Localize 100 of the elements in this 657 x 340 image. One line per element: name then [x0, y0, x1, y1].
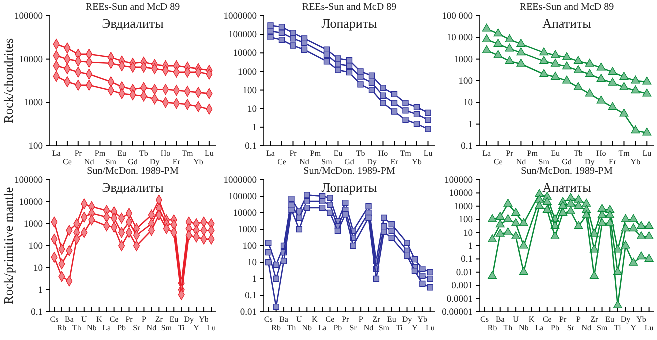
y-tick-label: 100 — [458, 77, 474, 88]
x-tick-label: Eu — [551, 148, 560, 158]
x-tick-label: Cs — [480, 314, 489, 324]
x-tick-label: Nd — [582, 324, 592, 333]
x-tick-label: U — [513, 314, 520, 324]
x-tick-label: Sm — [322, 158, 334, 167]
x-tick-label: Gd — [562, 158, 572, 167]
x-tick-label: Dy — [367, 158, 377, 167]
y-tick-label: 0.01 — [240, 308, 258, 318]
x-tick-label: Th — [72, 324, 82, 333]
x-tick-label: U — [296, 314, 303, 324]
x-tick-label: Sr — [350, 324, 358, 333]
x-tick-label: Y — [194, 324, 200, 333]
x-tick-label: Yb — [636, 314, 646, 324]
chart-title: REEs-Sun and McD 89 — [302, 2, 397, 13]
x-tick-label: Tm — [400, 148, 412, 158]
y-tick-label: 100 — [458, 216, 474, 226]
y-tick-label: 0.1 — [461, 255, 474, 266]
y-tick-label: 100 — [28, 242, 44, 252]
y-tick-label: 100000 — [14, 176, 44, 186]
x-tick-label: Ce — [542, 314, 552, 324]
x-tick-label: Sm — [596, 324, 608, 333]
x-tick-label: Ho — [160, 148, 171, 158]
x-tick-label: Pm — [527, 148, 539, 158]
x-tick-label: Pb — [551, 324, 560, 333]
x-tick-label: Nb — [302, 324, 312, 333]
y-tick-label: 10 — [464, 98, 474, 109]
x-tick-label: Tb — [356, 148, 366, 158]
y-tick-label: 10 — [34, 264, 44, 274]
y-tick-label: 0.1 — [31, 308, 44, 318]
y-tick-label: 10 — [248, 104, 258, 115]
y-tick-label: 0.1 — [461, 142, 474, 152]
x-tick-label: Lu — [644, 324, 654, 333]
x-tick-label: Ti — [396, 324, 404, 333]
x-tick-label: Nb — [519, 324, 529, 333]
x-tick-label: Yb — [418, 314, 428, 324]
y-tick-label: 1 — [252, 123, 258, 134]
chart-subtitle: Лопариты — [322, 180, 378, 195]
x-tick-label: Y — [630, 324, 637, 333]
x-tick-label: Ti — [178, 324, 186, 333]
y-tick-label: 1000 — [454, 55, 474, 66]
x-tick-label: Gd — [128, 158, 138, 167]
y-axis-title: Rock/chondrites — [1, 38, 16, 124]
x-tick-label: Dy — [620, 314, 631, 324]
x-tick-label: Ho — [596, 148, 606, 158]
x-tick-label: Pr — [290, 148, 298, 158]
x-tick-label: Nb — [86, 324, 97, 333]
x-tick-label: Eu — [606, 314, 615, 324]
x-tick-label: U — [82, 314, 88, 324]
x-tick-label: K — [528, 314, 535, 324]
x-tick-label: Sm — [161, 324, 173, 333]
y-tick-label: 1000 — [238, 226, 258, 236]
chart-subtitle: Апатиты — [542, 180, 592, 195]
x-tick-label: Eu — [170, 314, 179, 324]
y-tick-label: 100000 — [14, 12, 44, 22]
x-tick-label: Nd — [300, 158, 310, 167]
y-tick-label: 0.001 — [452, 282, 474, 292]
chart-title: REEs-Sun and McD 89 — [86, 2, 180, 13]
y-tick-label: 10 — [464, 228, 474, 239]
x-tick-label: Lu — [642, 148, 652, 158]
y-tick-label: 10000 — [233, 209, 258, 220]
y-tick-label: 1000 — [24, 98, 44, 109]
x-tick-label: Zr — [372, 314, 381, 324]
x-tick-label: P — [142, 314, 147, 324]
x-tick-label: K — [312, 314, 318, 324]
x-tick-label: Yb — [630, 158, 641, 167]
x-tick-label: Ba — [280, 314, 289, 324]
x-tick-label: Ce — [110, 314, 120, 324]
chart-subtitle: Эвдиалиты — [102, 16, 164, 31]
y-tick-label: 10000 — [19, 198, 44, 208]
x-tick-label: Pr — [560, 314, 567, 324]
x-tick-label: Rb — [272, 324, 281, 333]
x-tick-label: Er — [172, 158, 181, 167]
x-tick-label: Ti — [614, 324, 622, 333]
x-tick-label: Yb — [194, 158, 204, 167]
x-tick-label: Ce — [278, 158, 287, 167]
x-tick-label: Ce — [326, 314, 336, 324]
x-tick-label: Zr — [155, 314, 164, 324]
x-tick-label: Th — [287, 324, 296, 333]
x-tick-label: La — [52, 148, 62, 158]
x-tick-label: Yb — [199, 314, 209, 324]
x-tick-label: La — [318, 324, 328, 333]
x-tick-label: Er — [609, 158, 617, 167]
x-tick-label: P — [576, 314, 582, 324]
x-tick-label: Pr — [74, 148, 82, 158]
chart-subtitle: Лопариты — [322, 16, 378, 31]
y-tick-label: 1 — [38, 286, 44, 296]
x-tick-label: Lu — [424, 148, 433, 158]
y-tick-label: 1 — [252, 275, 258, 286]
y-tick-label: 10000 — [449, 189, 474, 200]
y-tick-label: 1 — [468, 120, 474, 130]
x-tick-label: La — [266, 148, 276, 158]
x-tick-label: Ce — [494, 158, 504, 167]
y-axis-title: Rock/primitive mantle — [1, 187, 16, 305]
x-tick-label: Dy — [585, 158, 595, 167]
x-tick-label: Dy — [184, 314, 194, 324]
x-tick-label: Nd — [516, 158, 526, 167]
chart-subtitle: Эвдиалиты — [102, 180, 164, 195]
x-tick-label: Sr — [567, 324, 575, 333]
y-tick-label: 1000000 — [224, 12, 258, 22]
